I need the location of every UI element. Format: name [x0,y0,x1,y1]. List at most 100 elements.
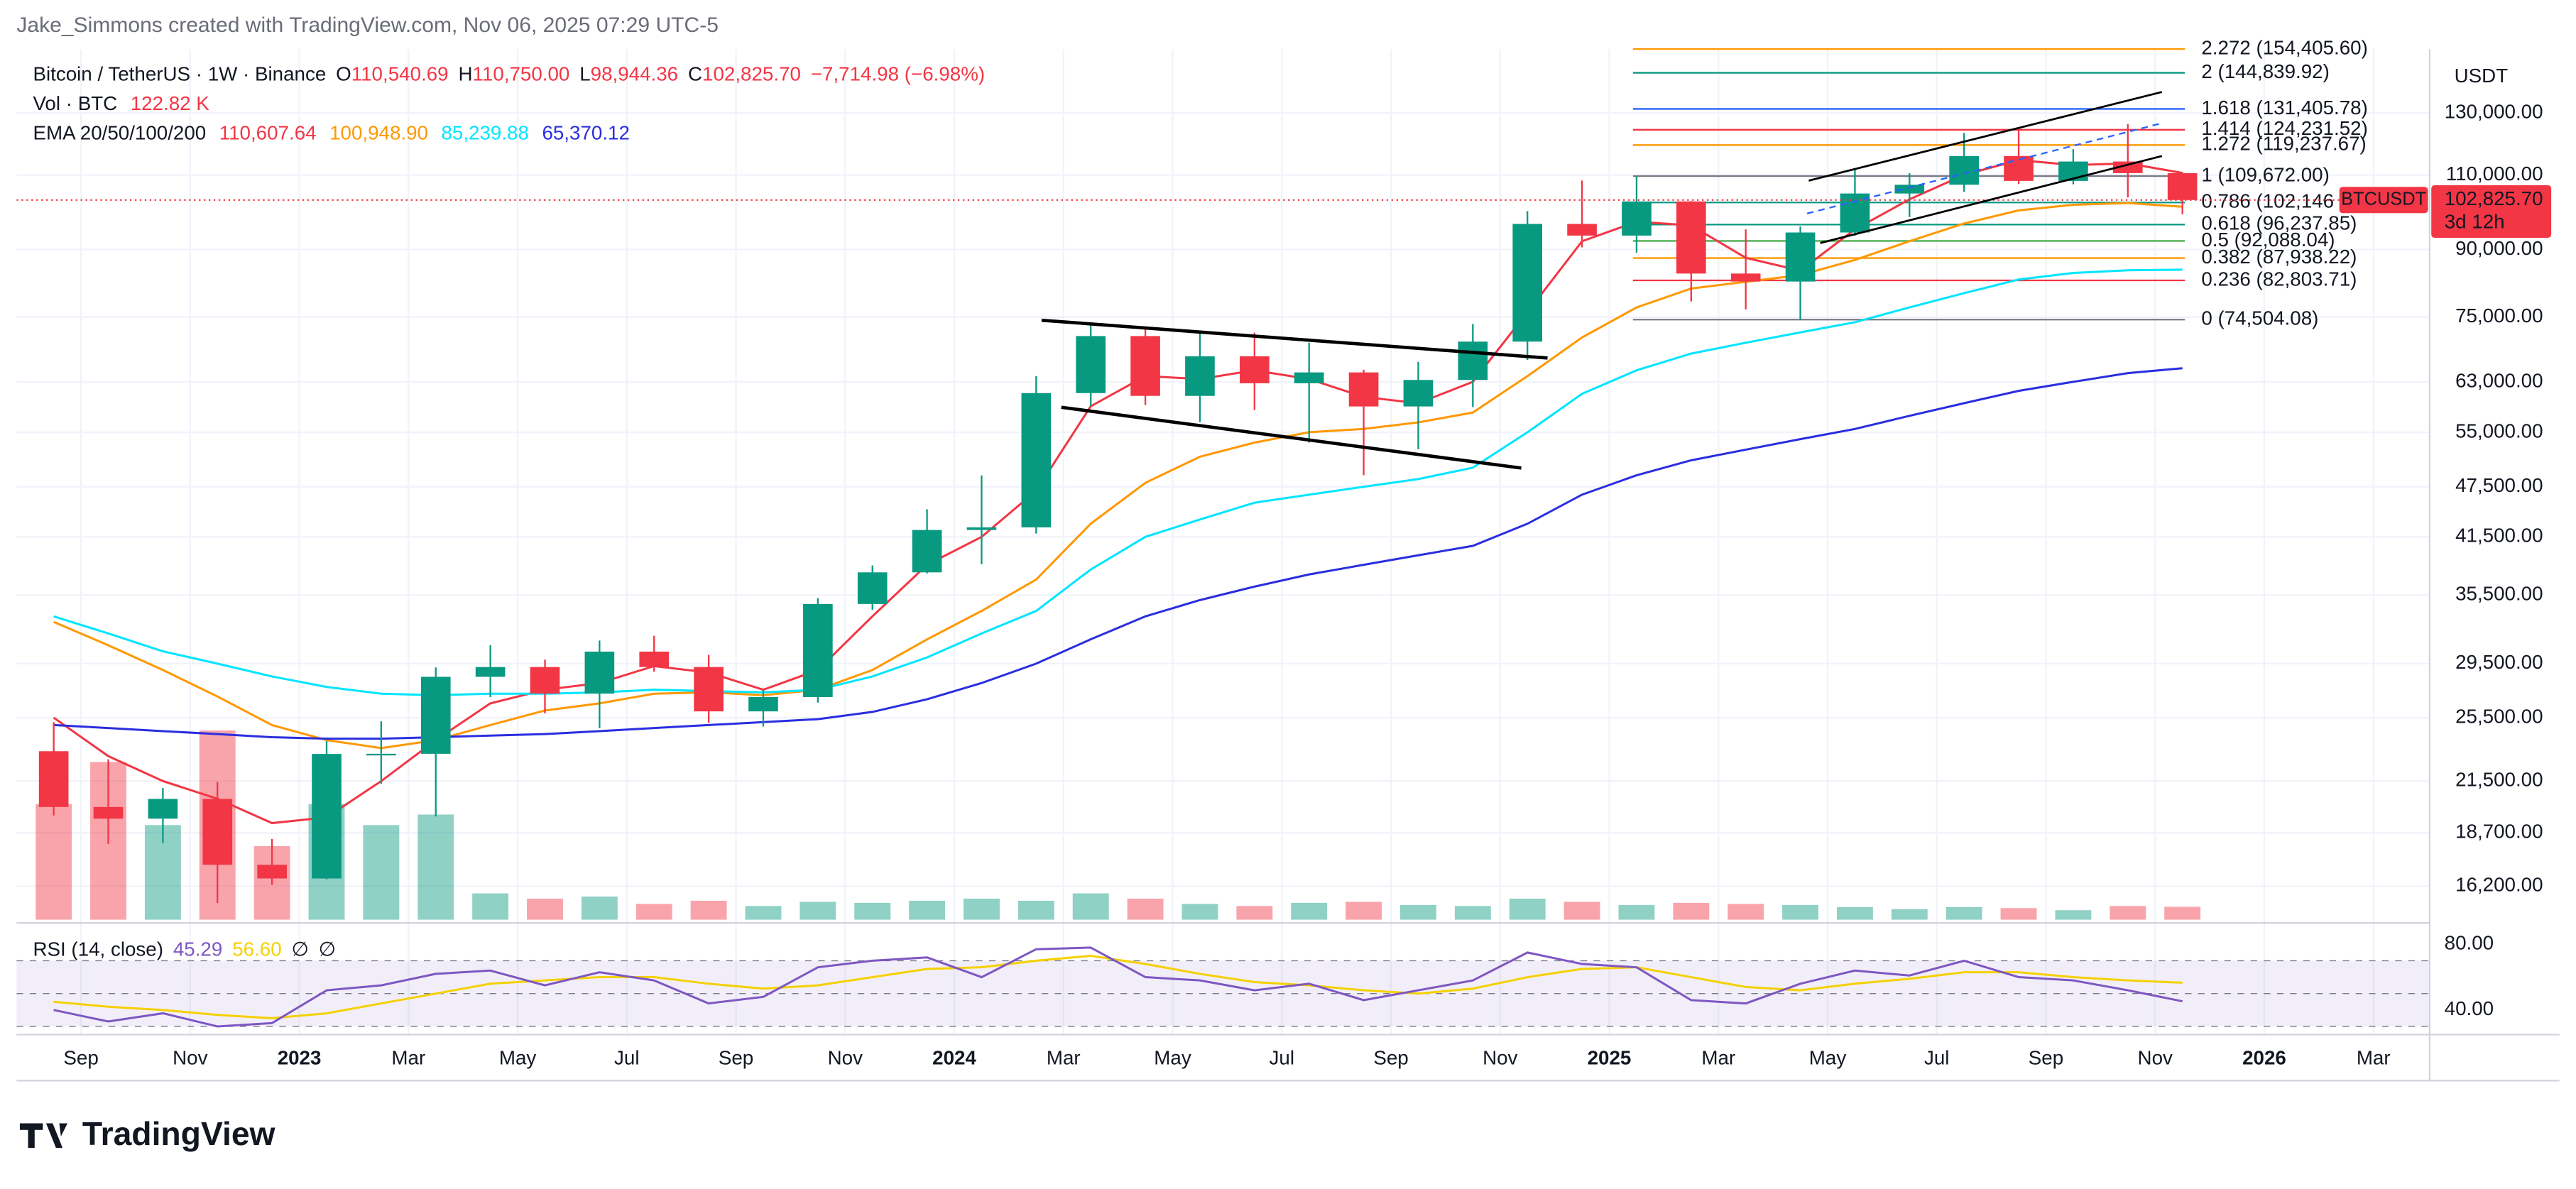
y-tick-label: 16,200.00 [2455,874,2543,896]
candle-body [312,754,342,879]
candle-body [912,530,942,573]
volume-bar [1782,904,1819,920]
candle-body [639,651,670,667]
volume-bar [2000,908,2037,920]
trendline [1820,155,2163,244]
y-tick-label: 18,700.00 [2455,821,2543,843]
y-tick-label: 47,500.00 [2455,474,2543,496]
candle-body [1676,201,1706,274]
x-tick-label: Sep [719,1047,753,1069]
y-tick-label: 35,500.00 [2455,582,2543,604]
candle-body [420,676,451,754]
candle-body [93,806,124,819]
candle-body [1294,372,1324,383]
rsi-label: RSI (14, close) [33,938,163,960]
candle-body [1076,336,1106,393]
x-tick-label: Nov [173,1047,207,1069]
countdown: 3d 12h [2445,210,2505,232]
volume-bar [2110,906,2146,920]
volume-bar [964,898,1000,920]
candle-body [202,799,233,865]
ohlc-key: O [336,63,351,85]
volume-bar [36,804,72,920]
volume-bar [1017,900,1054,920]
ema-label: EMA 20/50/100/200 [33,122,206,144]
trendline [1808,91,2163,182]
ohlc-value: 110,540.69 [351,63,449,85]
y-tick-label: 41,500.00 [2455,525,2543,547]
volume-legend: Vol · BTC 122.82 K [33,92,209,114]
volume-bar [2055,910,2092,920]
x-tick-label: 2026 [2242,1047,2286,1069]
candle-body [1130,336,1160,396]
rsi-value: 45.29 [173,938,222,960]
ohlc-key: L [579,63,590,85]
x-tick-label: Mar [1701,1047,1735,1069]
ema-line [53,367,2183,740]
x-tick-label: May [1154,1047,1191,1069]
candle-body [966,527,997,530]
candle-body [1894,185,1925,194]
trendline [1806,122,2163,214]
candle-body [1785,232,1816,282]
trendline [1061,405,1522,470]
logo-mark [19,1123,68,1149]
candle-body [257,865,287,879]
x-tick-label: Sep [1373,1047,1408,1069]
rsi-value: 56.60 [232,938,281,960]
volume-bar [1891,909,1928,920]
trendline [1041,318,1548,360]
volume-bar [1291,902,1328,920]
x-tick-label: Mar [391,1047,425,1069]
ohlc-key: C [688,63,702,85]
author: Jake_Simmons created with TradingView.co… [16,13,719,37]
x-tick-label: 2025 [1588,1047,1632,1069]
fib-label: 0 (74,504.08) [2201,307,2318,329]
candle-body [148,799,178,819]
grid [16,49,2430,1035]
y-tick-label: 29,500.00 [2455,651,2543,673]
fib-label: 0.618 (96,237.85) [2201,212,2357,234]
volume-bar [1181,904,1218,920]
candle-body [475,667,506,677]
volume-bar [909,900,946,920]
candle-body [1949,155,1979,185]
y-tick-label: 90,000.00 [2455,237,2543,259]
change: −7,714.98 (−6.98%) [811,63,985,85]
candle-body [1512,224,1543,342]
fib-label: 1 (109,672.00) [2201,163,2330,185]
volume-bar [1673,902,1710,920]
volume-bar [417,814,454,920]
ema-line [53,202,2183,750]
volume-bar [1836,906,1873,920]
ohlc-value: 110,750.00 [473,63,570,85]
x-tick-label: Sep [2029,1047,2063,1069]
candle-body [2004,155,2034,181]
candle-body [366,753,396,756]
volume-bar [1509,898,1546,920]
candle-body [1622,201,1652,236]
candle-body [530,667,560,694]
y-tick-label: 110,000.00 [2446,163,2543,185]
volume-bar [1346,902,1382,920]
plot: 2.272 (154,405.60)2 (144,839.92) 1.618 (1… [16,36,2430,1028]
volume-bar [1072,893,1109,920]
volume-bar [527,898,563,920]
volume-bar [1400,904,1436,920]
volume-bar [363,825,400,920]
volume-bar [690,900,727,920]
volume-bar [1728,904,1764,920]
x-tick-label: May [1809,1047,1847,1069]
y-tick-label: 63,000.00 [2455,369,2543,391]
x-tick-label: Jul [1924,1047,1949,1069]
rsi-tick-label: 40.00 [2445,997,2494,1019]
candle-body [1730,273,1761,282]
candle-body [1348,372,1379,407]
x-tick-label: 2024 [932,1047,976,1069]
rsi-legend: RSI (14, close) 45.29 56.60 ∅ ∅ [33,938,335,960]
volume-bar [1236,906,1273,920]
y-tick-label: 75,000.00 [2455,305,2543,327]
volume-bar [2164,906,2201,920]
y-tick-label: 130,000.00 [2445,100,2543,122]
